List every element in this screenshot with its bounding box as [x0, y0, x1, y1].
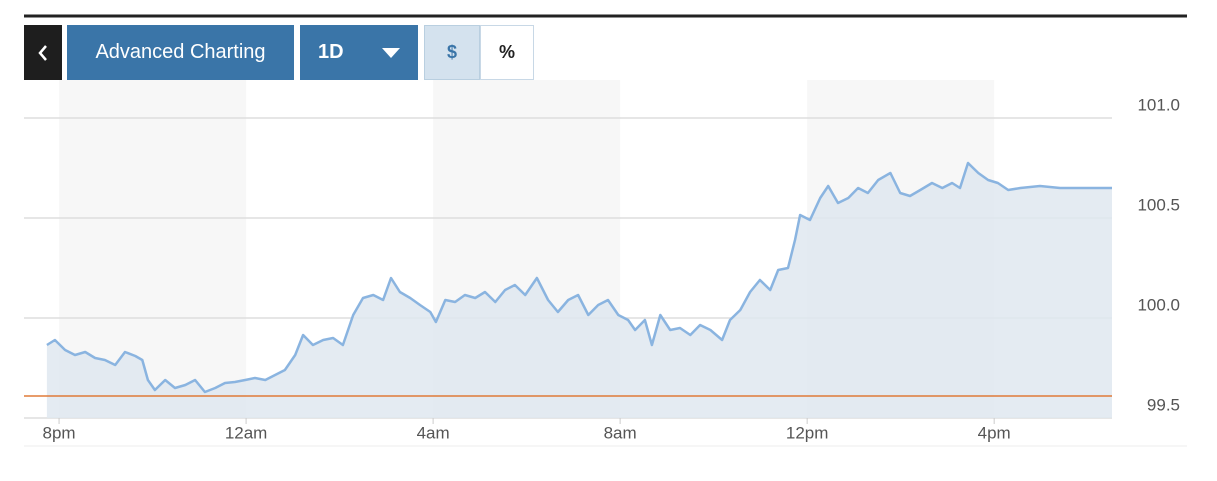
y-tick-label: 100.5 [1137, 195, 1180, 214]
y-tick-label: 99.5 [1147, 395, 1180, 414]
dropdown-arrow [382, 47, 400, 58]
chevron-icon [38, 44, 47, 61]
x-tick-label: 8am [604, 423, 637, 442]
advanced-charting-button[interactable]: Advanced Charting [67, 25, 294, 80]
toggle-label: $ [446, 42, 457, 62]
x-tick-label: 12am [225, 423, 268, 442]
percent-toggle[interactable]: % [480, 25, 534, 80]
x-tick-label: 4pm [978, 423, 1011, 442]
currency-toggle[interactable]: $ [424, 25, 480, 80]
back-button[interactable] [24, 25, 62, 80]
range-label: 1D [318, 41, 344, 63]
y-tick-label: 100.0 [1137, 295, 1180, 314]
toggle-label: % [498, 42, 515, 62]
area-fill [46, 163, 1112, 418]
price-line [46, 161, 1112, 394]
x-tick-label: 12pm [786, 423, 829, 442]
y-tick-label: 101.0 [1137, 95, 1180, 114]
x-tick-label: 4am [417, 423, 450, 442]
range-dropdown[interactable]: 1D [300, 25, 418, 80]
x-tick-label: 8pm [43, 423, 76, 442]
button-label: Advanced Charting [95, 41, 266, 63]
